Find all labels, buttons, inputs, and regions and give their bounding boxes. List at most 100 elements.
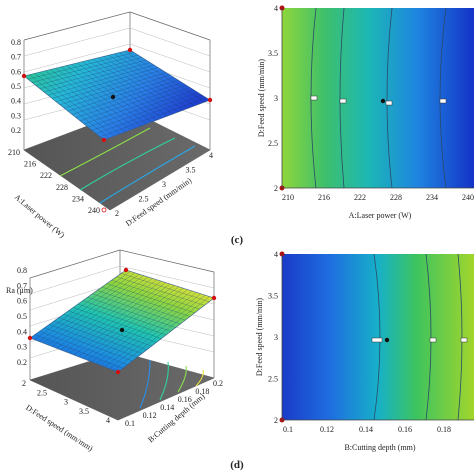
tick-label: 0.14	[160, 403, 174, 412]
mesh-line	[79, 84, 187, 121]
tick-label: 0.8	[11, 38, 21, 47]
x-ticks-top-right: 210 216 222 228 234 240	[282, 193, 474, 202]
tick-label: 0.4	[17, 327, 27, 336]
mesh-line	[87, 89, 195, 128]
surface-plot-bottom-left: Ra (μm) 0.80.70.60.50.40.30.2 22.533.54 …	[6, 249, 223, 453]
contour-lines-bottom-right	[373, 253, 463, 421]
tick-label: 216	[24, 160, 36, 169]
design-points-top-left	[21, 47, 213, 213]
mesh-line	[103, 56, 184, 111]
tick-label: 3	[162, 180, 166, 189]
x-axis-label-top-left: A:Laser power (W)	[13, 193, 67, 240]
panel-label-c: (c)	[231, 234, 244, 246]
tick-label: 210	[282, 193, 294, 202]
design-point	[127, 47, 133, 53]
mesh-line	[121, 273, 210, 302]
mesh-line	[114, 53, 195, 107]
y-ticks-bottom-right: 2 2.5 3 3.5 4	[268, 250, 278, 425]
tick-label: 0.7	[17, 281, 27, 290]
tick-label: 2	[274, 416, 278, 425]
panel-label-d: (d)	[230, 459, 244, 471]
tick-label: 0.2	[17, 358, 27, 367]
surface-mesh-top-left	[27, 51, 207, 139]
tick-label: 0.12	[143, 411, 157, 420]
tick-label: 0.6	[17, 297, 27, 306]
mesh-line	[100, 292, 197, 366]
mesh-line	[75, 82, 183, 118]
tick-label: 2	[22, 379, 26, 388]
tick-label: 3.5	[186, 166, 196, 175]
mesh-line	[99, 97, 207, 137]
mesh-line	[82, 61, 163, 119]
contour-label-box	[371, 337, 383, 343]
mesh-line	[97, 290, 186, 321]
design-point	[207, 97, 213, 103]
tick-label: 0.18	[437, 425, 451, 434]
mesh-line	[78, 285, 175, 357]
z-ticks-bottom-left: 0.8 0.7 0.6 0.5 0.4 0.3 0.2	[17, 266, 27, 367]
mesh-line	[77, 303, 167, 336]
mesh-line	[101, 286, 191, 317]
contour-label-box	[460, 337, 468, 343]
mesh-line	[124, 51, 205, 103]
x-ticks-bottom-left: 2 2.5 3 3.5 4	[22, 379, 110, 425]
contour-plot-bottom-right: 0.1 0.12 0.14 0.16 0.18 2 2.5 3 3.5 4 B:Cutting …	[255, 250, 474, 452]
tick-label: 2.5	[268, 139, 278, 148]
y-axis-label-bottom-right: D:Feed speed (mm/min)	[255, 298, 264, 377]
tick-label: 2	[115, 209, 119, 218]
y-axis-label-top-right: D:Feed speed (mm/min)	[257, 59, 266, 138]
tick-label: 0.16	[178, 395, 192, 404]
x-axis-label-bottom-right: B:Cutting depth (mm)	[344, 443, 415, 452]
tick-label: 0.8	[17, 266, 27, 275]
contour-label-box	[439, 98, 447, 104]
mesh-line	[63, 74, 171, 109]
mesh-line	[87, 297, 176, 328]
tick-label: 3.5	[79, 407, 89, 416]
tick-label: 0.3	[17, 343, 27, 352]
x-axis-label-top-right: A:Laser power (W)	[349, 211, 412, 220]
mesh-line	[108, 55, 189, 109]
tick-label: 0.2	[11, 126, 21, 135]
z-ticks-top-left: 0.8 0.7 0.6 0.5 0.4 0.3 0.2	[11, 38, 21, 135]
tick-label: 216	[318, 193, 330, 202]
design-point	[101, 207, 107, 213]
tick-label: 0.14	[359, 425, 373, 434]
tick-label: 234	[72, 194, 84, 203]
tick-label: 3.5	[268, 49, 278, 58]
tick-label: 228	[56, 183, 68, 192]
design-point	[101, 137, 107, 143]
tick-label: 210	[8, 148, 20, 157]
mesh-line	[109, 295, 206, 369]
tick-label: 0.12	[320, 425, 334, 434]
tick-label: 0.1	[283, 425, 293, 434]
contour-plot-top-right: 210 216 222 228 234 240 2 2.5 3 3.5 4 A:Laser pow…	[257, 4, 474, 220]
center-point	[110, 94, 116, 100]
design-point	[211, 295, 217, 301]
tick-label: 4	[274, 4, 278, 13]
tick-label: 0.3	[11, 111, 21, 120]
y-ticks-bottom-left: 0.1 0.120.14 0.160.18 0.2	[125, 379, 223, 428]
design-point	[115, 369, 121, 375]
design-point	[27, 335, 33, 341]
mesh-line	[67, 77, 175, 112]
mesh-line	[71, 79, 179, 115]
y-ticks-top-left: 2 2.5 3 3.5 4	[115, 151, 213, 218]
mesh-line	[91, 289, 188, 362]
floor-contours-top-left	[59, 127, 196, 204]
mesh-line	[87, 288, 184, 361]
mesh-line	[106, 283, 195, 313]
mesh-line	[113, 296, 210, 371]
mesh-line	[83, 87, 191, 125]
floor-projection-top-left	[24, 110, 210, 210]
tick-label: 234	[426, 193, 438, 202]
mesh-line	[95, 290, 193, 364]
tick-label: 0.4	[11, 97, 21, 106]
tick-label: 0.16	[398, 425, 412, 434]
tick-label: 240	[88, 206, 100, 215]
tick-label: 228	[390, 193, 402, 202]
mesh-line	[91, 92, 199, 131]
center-point	[380, 98, 386, 104]
z-axis-label-bottom-left: Ra (μm)	[6, 286, 33, 295]
contour-field-bottom-right	[282, 254, 474, 420]
